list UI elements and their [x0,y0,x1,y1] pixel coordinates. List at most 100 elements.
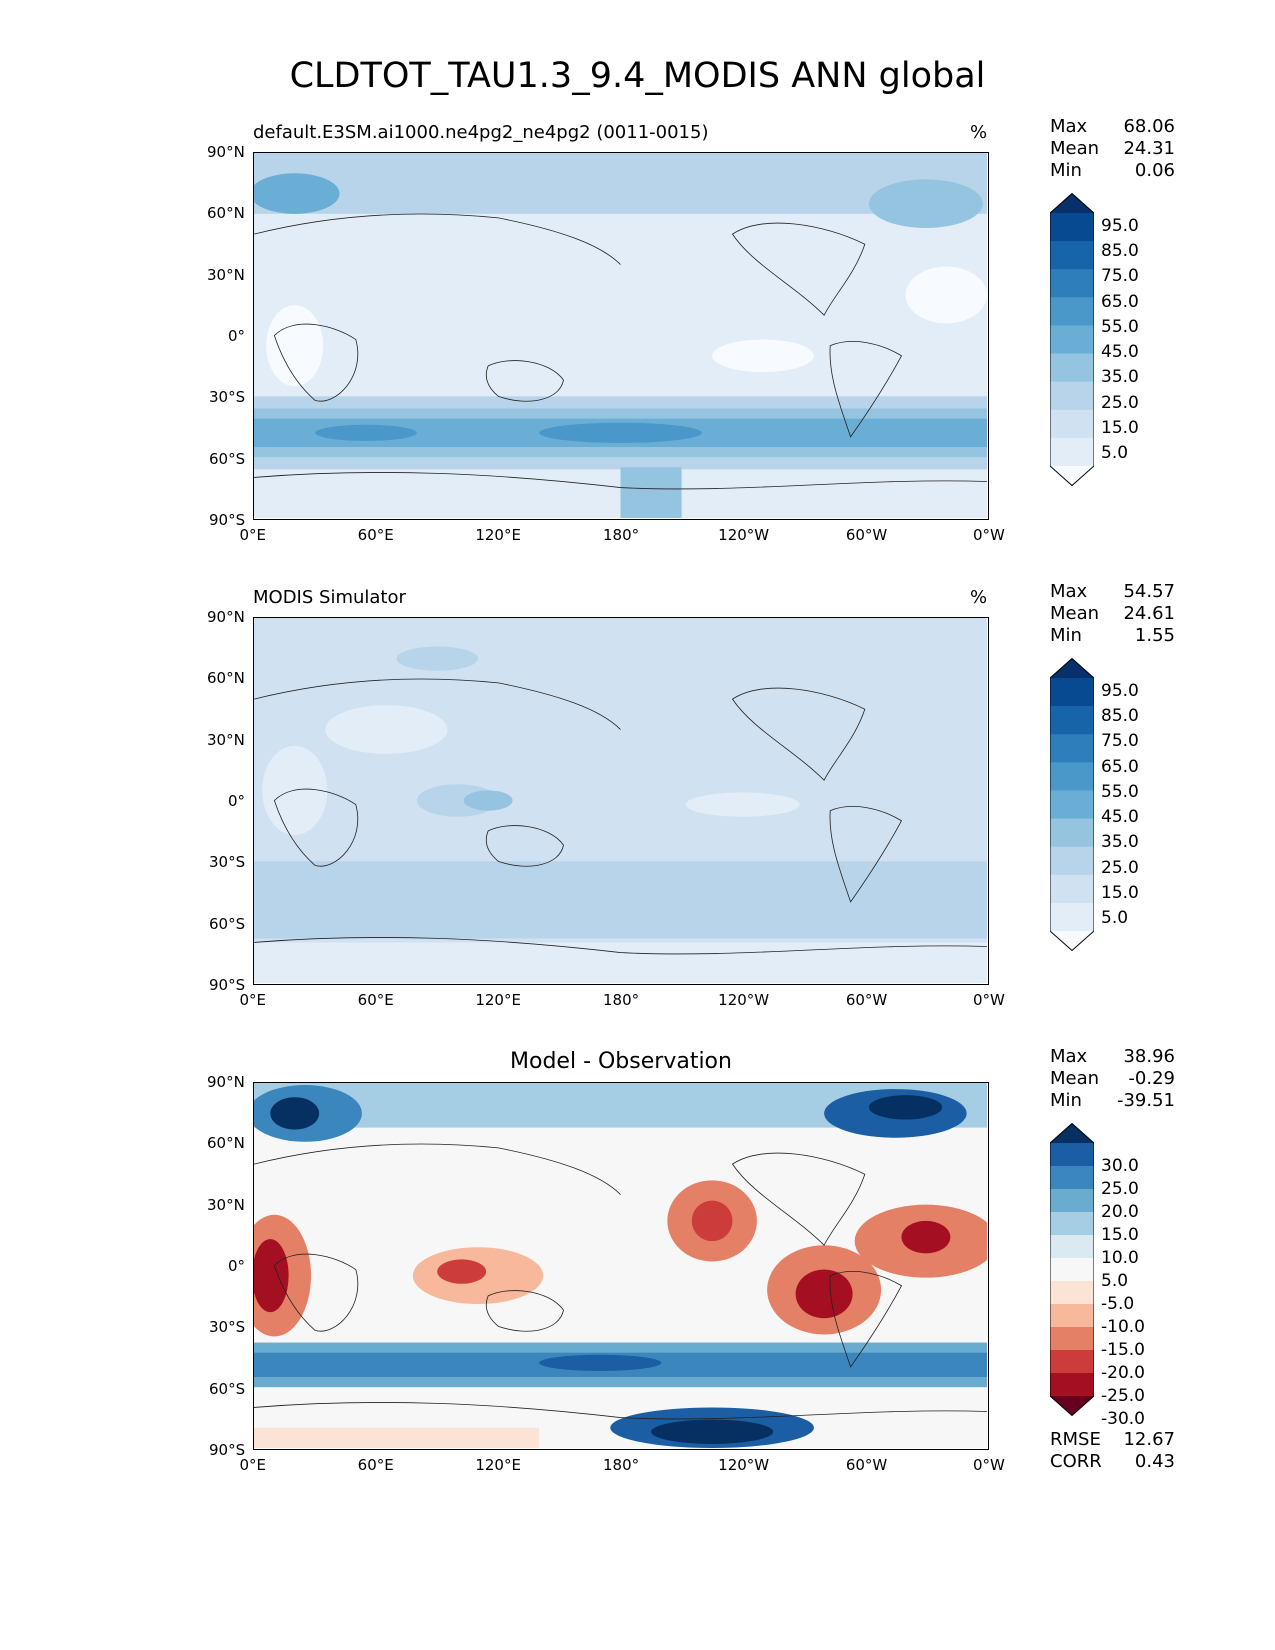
colorbar-outline [1050,193,1094,486]
panel-3-africa-coast [273,1253,359,1332]
y-tick-label: 30°S [209,388,246,407]
colorbar-tick-label: 85.0 [1101,240,1139,261]
colorbar-segment [1050,1212,1094,1236]
y-tick-label: 90°S [209,976,246,994]
x-tick-label: 60°W [845,526,888,544]
colorbar-tick-label: 30.0 [1101,1156,1139,1176]
y-tick-label: 90°S [209,1441,246,1459]
colorbar-tick-label: -30.0 [1101,1409,1145,1429]
panel-3-atlantic-peak [901,1220,951,1254]
y-tick-label: 60°S [209,449,246,468]
panel-3-stat-label: Mean [1050,1068,1100,1089]
panel-2-southern-band [254,861,987,939]
colorbar-tick-label: 5.0 [1101,1271,1129,1291]
panel-3-greenland-peak [868,1095,943,1120]
x-tick-label: 0°W [973,991,1005,1009]
figure-title: CLDTOT_TAU1.3_9.4_MODIS ANN global [289,56,986,96]
panel-3-stat-label: Min [1050,1090,1082,1111]
panel-3-antarctica-coast [254,1402,987,1420]
panel-1-storm-track-core [539,422,702,443]
x-tick-label: 120°W [718,991,770,1009]
panel-3-maritime-peak [437,1259,487,1284]
colorbar-outline [1050,658,1094,951]
panel-2-stat-value: 24.61 [1123,603,1175,624]
x-tick-label: 60°E [357,991,394,1009]
panel-1-north-atlantic-cloud [254,173,340,214]
panel-1-units: % [970,122,988,143]
colorbar-tick-label: 45.0 [1101,342,1139,363]
colorbar-tick-label: 55.0 [1101,781,1139,802]
colorbar-segment [1050,818,1094,848]
colorbar-segment [1050,353,1094,383]
panel-3-south-america-peak [795,1269,853,1319]
panel-2-stat-label: Min [1050,625,1082,646]
panel-2-antarctic-band [254,942,987,983]
panel-2-sahara-clear [325,705,448,754]
rmse-value: 12.67 [1123,1429,1175,1450]
colorbar-bottom-extend [1050,466,1094,486]
panel-3-stat-value: -39.51 [1116,1090,1175,1111]
panel-1-stat-value: 68.06 [1123,116,1175,137]
colorbar-outline [1050,1123,1094,1416]
panel-1-eurasia-coast [254,213,621,265]
colorbar-segment [1050,874,1094,904]
colorbar-segment [1050,1235,1094,1259]
y-tick-label: 60°S [209,1379,246,1398]
colorbar-top-extend [1050,193,1094,213]
colorbar-tick-label: 65.0 [1101,756,1139,777]
panel-1-title: default.E3SM.ai1000.ne4pg2_ne4pg2 (0011-… [253,122,709,143]
y-tick-label: 0° [228,792,246,810]
panel-2-stat-value: 54.57 [1123,581,1175,602]
colorbar-segment [1050,409,1094,439]
x-tick-label: 120°E [475,1456,521,1474]
y-tick-label: 30°N [207,1195,245,1214]
colorbar-tick-label: 85.0 [1101,705,1139,726]
panel-2-map [253,617,989,985]
colorbar-tick-label: -25.0 [1101,1386,1145,1406]
panel-1-south-america-coast [829,341,903,438]
panel-2-south-america-coast [829,806,903,903]
panel-1-clear-atlantic [905,266,987,324]
colorbar-top-extend [1050,658,1094,678]
corr-label: CORR [1050,1451,1102,1472]
colorbar-tick-label: 35.0 [1101,832,1139,853]
panel-1-ross-sea-cloud [620,467,682,518]
y-tick-label: 60°N [207,204,245,223]
panel-1-stat-label: Min [1050,160,1082,181]
panel-3-stat-value: -0.29 [1128,1068,1175,1089]
colorbar-segment [1050,734,1094,763]
x-tick-label: 120°W [718,526,770,544]
colorbar-tick-label: 25.0 [1101,857,1139,878]
x-tick-label: 120°E [475,526,521,544]
colorbar-segment [1050,269,1094,298]
colorbar-tick-label: 55.0 [1101,316,1139,337]
x-tick-label: 0°W [973,1456,1005,1474]
x-tick-label: 120°E [475,991,521,1009]
panel-2-colorbar [1050,658,1094,951]
y-tick-label: 0° [228,1257,246,1275]
colorbar-tick-label: 10.0 [1101,1248,1139,1268]
panel-3-title: Model - Observation [510,1049,732,1074]
panel-3-stat-value: 38.96 [1123,1046,1175,1067]
panel-1-greenland-cloud [868,179,983,229]
x-tick-label: 60°E [357,1456,394,1474]
panel-2-maritime-continent-cloud [463,790,513,811]
x-tick-label: 0°W [973,526,1005,544]
panel-3-southern-peak [539,1354,662,1371]
y-tick-label: 60°N [207,1134,245,1153]
colorbar-segment [1050,381,1094,411]
y-tick-label: 90°N [207,143,245,161]
colorbar-tick-label: 25.0 [1101,392,1139,413]
colorbar-tick-label: -10.0 [1101,1317,1145,1337]
colorbar-tick-label: 5.0 [1101,443,1129,464]
colorbar-tick-label: 95.0 [1101,215,1139,236]
panel-1-antarctica-coast [254,472,987,490]
colorbar-bottom-extend [1050,1396,1094,1416]
colorbar-segment [1050,1258,1094,1282]
colorbar-tick-label: 35.0 [1101,367,1139,388]
x-tick-label: 0°E [239,991,267,1009]
y-tick-label: 60°S [209,914,246,933]
panel-3-map [253,1082,989,1450]
y-tick-label: 30°S [209,853,246,872]
colorbar-segment [1050,1166,1094,1190]
